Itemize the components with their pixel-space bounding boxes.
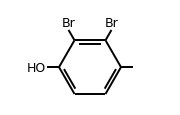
Text: Br: Br bbox=[62, 17, 75, 30]
Text: Br: Br bbox=[105, 17, 118, 30]
Text: HO: HO bbox=[27, 61, 46, 74]
